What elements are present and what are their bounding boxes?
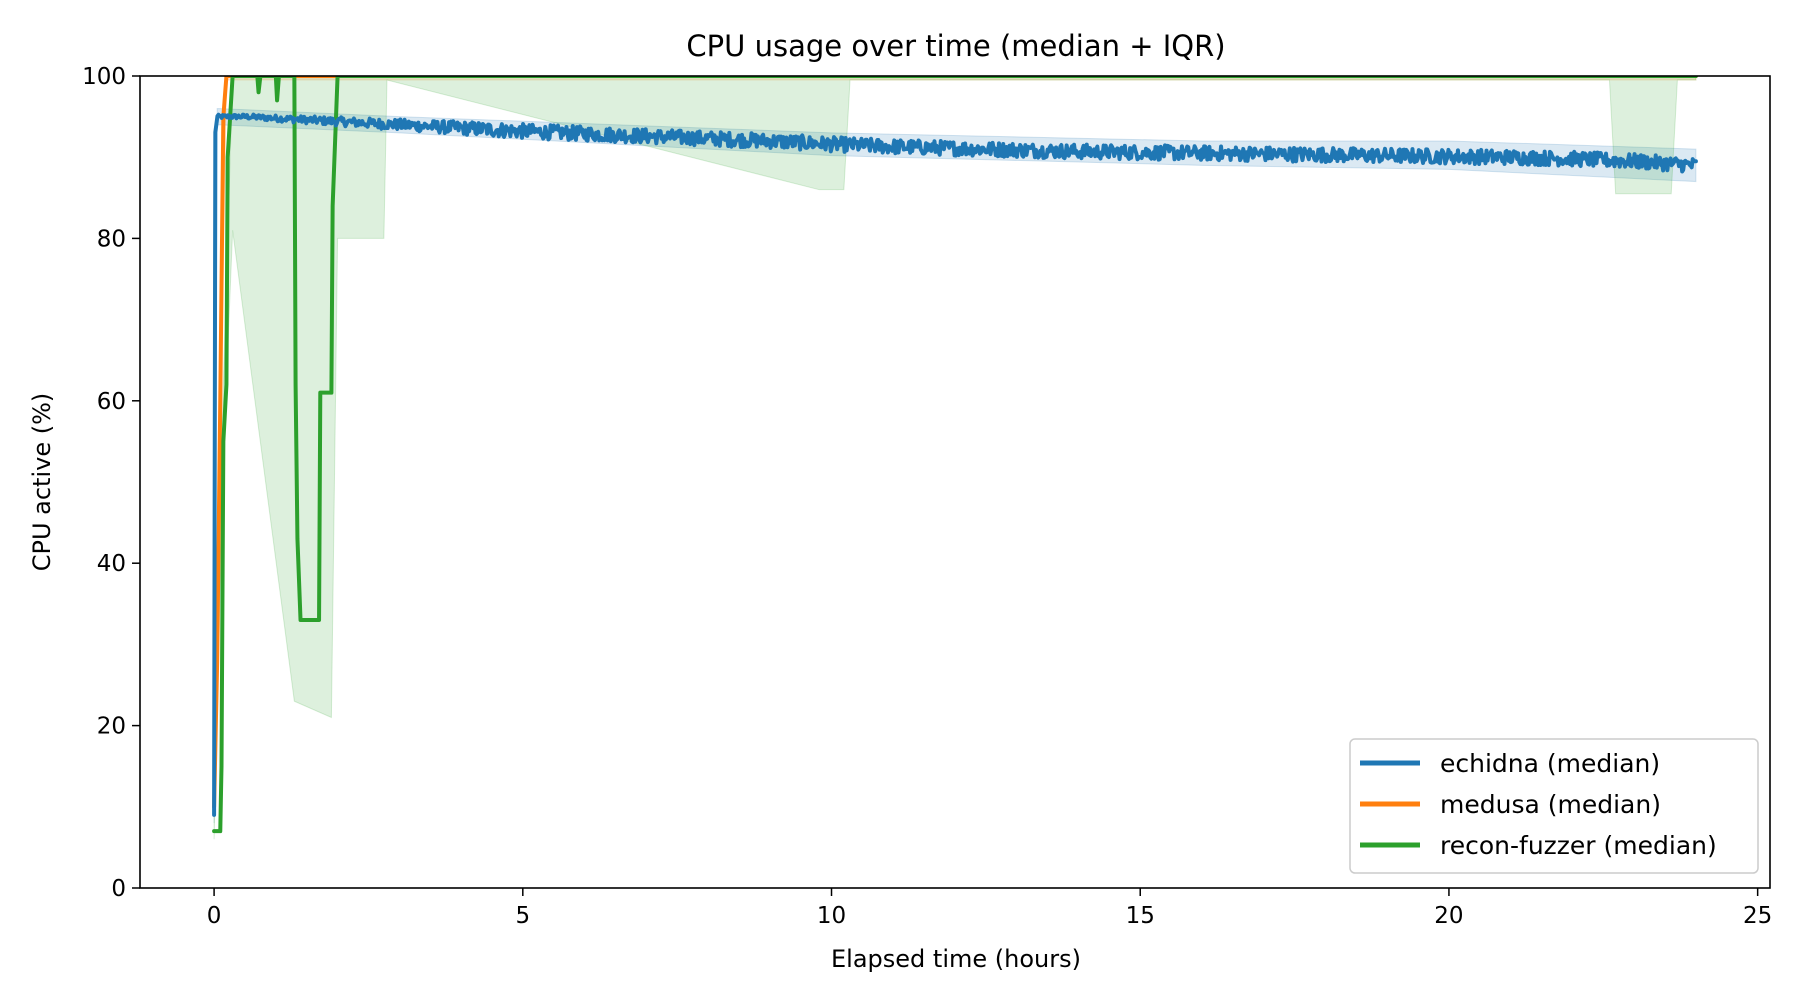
iqr-band-series-1 xyxy=(213,76,1697,815)
x-tick-label: 5 xyxy=(515,903,530,929)
legend: echidna (median) medusa (median) recon-fuz… xyxy=(1349,738,1759,874)
y-axis-label: CPU active (%) xyxy=(28,393,56,572)
y-tick-label: 80 xyxy=(97,226,126,252)
y-tick-label: 100 xyxy=(82,64,126,90)
plot-frame xyxy=(139,75,1771,889)
median-line-series-1 xyxy=(212,76,1698,809)
x-axis-label: Elapsed time (hours) xyxy=(831,945,1081,973)
median-line-series-0 xyxy=(212,112,1698,817)
y-tick-label: 40 xyxy=(97,551,126,577)
legend-entry-label: recon-fuzzer (median) xyxy=(1440,831,1717,860)
x-axis-ticks: 0 5 10 15 20 25 xyxy=(207,888,1772,929)
median-line-series-2 xyxy=(212,76,1698,834)
legend-box xyxy=(1349,738,1759,874)
x-tick-label: 20 xyxy=(1434,903,1463,929)
y-axis-ticks: 0 20 40 60 80 100 xyxy=(82,64,140,902)
plot-area xyxy=(212,76,1698,840)
iqr-band-series-2 xyxy=(213,76,1697,840)
y-tick-label: 60 xyxy=(97,389,126,415)
y-tick-label: 20 xyxy=(97,714,126,740)
legend-entry-label: medusa (median) xyxy=(1440,790,1661,819)
legend-entry-label: echidna (median) xyxy=(1440,749,1660,778)
y-tick-label: 0 xyxy=(111,876,126,902)
chart-title: CPU usage over time (median + IQR) xyxy=(686,29,1225,63)
x-tick-label: 15 xyxy=(1126,903,1155,929)
x-tick-label: 10 xyxy=(817,903,846,929)
iqr-band-series-0 xyxy=(213,107,1697,824)
x-tick-label: 0 xyxy=(207,903,222,929)
x-tick-label: 25 xyxy=(1743,903,1772,929)
